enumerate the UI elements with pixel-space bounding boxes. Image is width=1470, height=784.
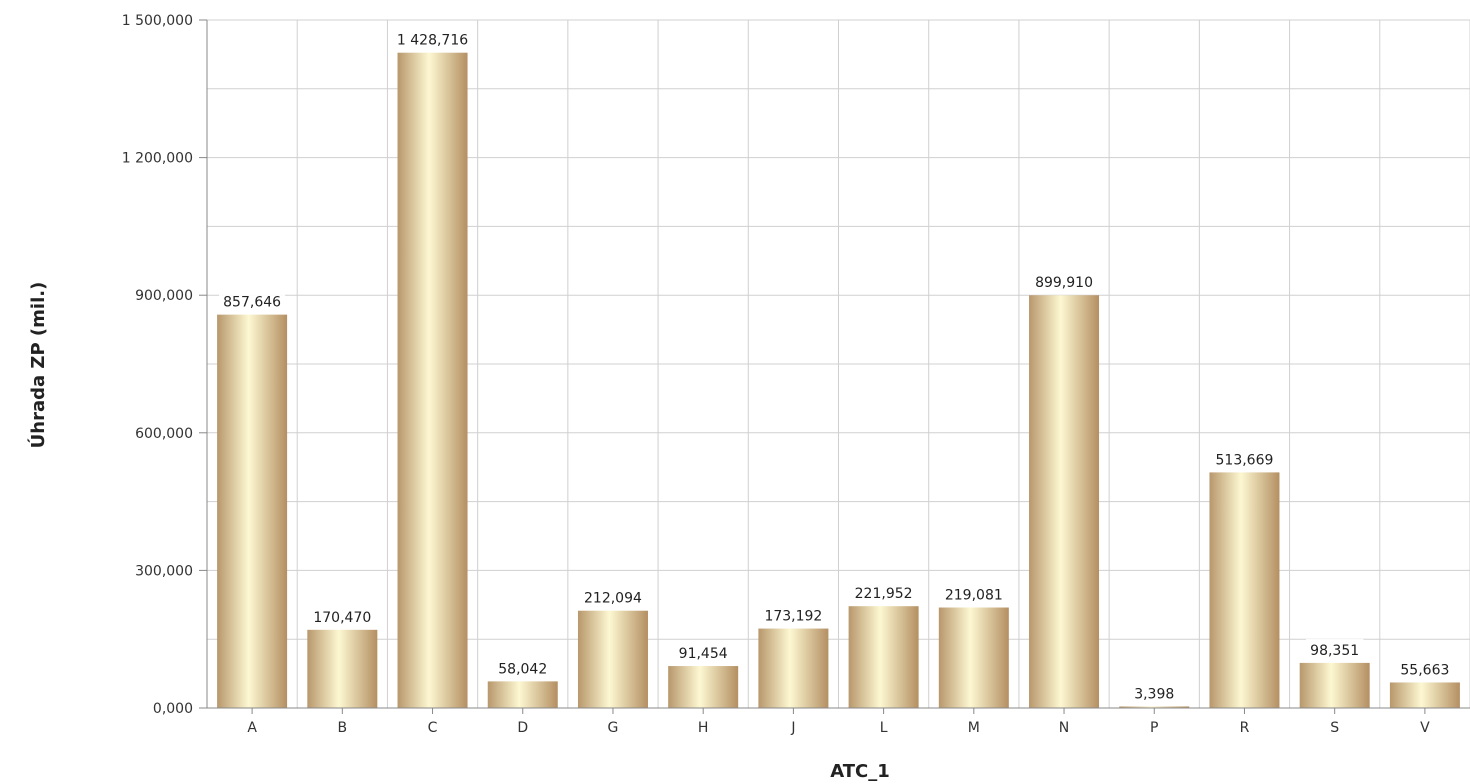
x-tick-label: H xyxy=(698,720,709,736)
bars-group xyxy=(217,52,1460,708)
bar-S xyxy=(1299,662,1370,708)
y-tick-label: 0,000 xyxy=(153,701,193,717)
data-label-bg xyxy=(1396,658,1454,679)
y-tick-label: 1 500,000 xyxy=(122,13,193,29)
bar-H xyxy=(668,666,739,708)
x-tick-label: L xyxy=(880,720,888,736)
bar-J xyxy=(758,628,829,708)
bar-L xyxy=(848,606,919,708)
y-axis-title: Úhrada ZP (mil.) xyxy=(27,282,49,449)
x-tick-label: A xyxy=(247,720,257,736)
grid-lines xyxy=(206,19,1470,709)
y-tick-label: 300,000 xyxy=(135,563,193,579)
bar-A xyxy=(217,314,288,708)
bar-M xyxy=(938,607,1009,708)
bar-V xyxy=(1389,682,1460,708)
x-tick-label: J xyxy=(790,720,795,736)
data-label-bg xyxy=(219,290,286,311)
x-tick-label: D xyxy=(517,720,528,736)
x-axis-title: ATC_1 xyxy=(830,761,890,782)
data-label-J: 173,192 xyxy=(764,609,822,625)
data-label-bg xyxy=(760,604,827,625)
y-tick-label: 600,000 xyxy=(135,426,193,442)
data-label-L: 221,952 xyxy=(855,586,913,602)
data-labels-group: 857,646 170,470 1 428,716 58,042 212,094 91,4… xyxy=(219,28,1454,703)
x-tick-label: P xyxy=(1150,720,1158,736)
data-label-bg xyxy=(309,605,376,626)
data-label-bg xyxy=(674,642,732,663)
data-label-bg xyxy=(390,28,475,49)
data-label-bg xyxy=(1129,682,1179,703)
data-label-bg xyxy=(579,586,647,607)
x-tick-label: N xyxy=(1059,720,1069,736)
x-tick-label: S xyxy=(1330,720,1339,736)
x-tick-label: V xyxy=(1420,720,1430,736)
data-label-A: 857,646 xyxy=(223,295,281,311)
x-tick-label: G xyxy=(608,720,619,736)
bar-R xyxy=(1209,472,1280,708)
y-tick-label: 900,000 xyxy=(135,288,193,304)
data-label-bg xyxy=(850,582,917,603)
data-label-bg xyxy=(493,657,552,678)
x-tick-label: R xyxy=(1240,720,1250,736)
y-axis: 0,000 300,000 600,000 900,000 1 200,000 1 500… xyxy=(122,13,208,717)
bar-P xyxy=(1119,706,1190,708)
x-tick-label: B xyxy=(338,720,348,736)
bar-C xyxy=(397,52,468,708)
data-label-B: 170,470 xyxy=(313,610,371,626)
data-label-G: 212,094 xyxy=(584,591,642,607)
data-label-D: 58,042 xyxy=(498,661,547,677)
data-label-R: 513,669 xyxy=(1216,452,1274,468)
data-label-V: 55,663 xyxy=(1400,662,1449,678)
data-label-M: 219,081 xyxy=(945,588,1003,604)
data-label-S: 98,351 xyxy=(1310,643,1359,659)
data-label-bg xyxy=(1211,448,1278,469)
x-tick-label: M xyxy=(968,720,980,736)
data-label-P: 3,398 xyxy=(1134,686,1174,702)
data-label-bg xyxy=(1030,271,1098,292)
data-label-N: 899,910 xyxy=(1035,275,1093,291)
x-tick-label: C xyxy=(428,720,438,736)
data-label-bg xyxy=(940,583,1007,604)
bar-N xyxy=(1029,295,1100,708)
bar-B xyxy=(307,629,378,708)
data-label-C: 1 428,716 xyxy=(397,33,468,49)
data-label-bg xyxy=(1305,638,1364,659)
bar-D xyxy=(487,681,558,708)
data-label-H: 91,454 xyxy=(679,646,728,662)
bar-G xyxy=(577,610,648,708)
y-tick-label: 1 200,000 xyxy=(122,151,193,167)
